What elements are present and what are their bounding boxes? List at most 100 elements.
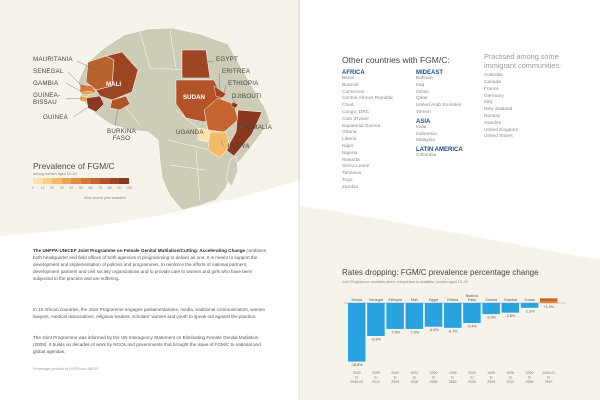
label-guinea-bissau: GUINEA- BISSAU <box>33 92 61 106</box>
bar-year-label: to <box>547 375 550 379</box>
bar-category-label: Mali <box>411 298 418 302</box>
legend-tick-label: 100 <box>126 186 132 190</box>
bar-category-label: Kenya <box>352 298 363 302</box>
latin-america-heading: LATIN AMERICA <box>416 147 463 154</box>
intro-paragraph-2: In 15 African countries, the Joint Progr… <box>33 307 266 319</box>
bar-year-label: 2008-09 <box>350 380 363 384</box>
country-list-item: Burundi <box>342 82 359 88</box>
bar-category-label: Mauritania <box>540 298 558 302</box>
country-list-item: Italy <box>484 100 493 106</box>
bar-year-label: 2010 <box>372 380 380 384</box>
country-list-item: India <box>416 124 427 130</box>
label-mali: MALI <box>106 81 122 88</box>
left-page: MAURITANIA SENEGAL GAMBIA GUINEA- BISSAU… <box>0 0 300 400</box>
bar-year-label: 1995 <box>449 371 457 375</box>
country-list-item: Benin <box>342 76 355 81</box>
country-list-item: Germany <box>484 93 504 99</box>
country-list-item: United States <box>484 134 513 140</box>
africa-heading: AFRICA <box>342 70 365 76</box>
legend-swatch <box>119 178 129 184</box>
bar-year-label: to <box>509 375 512 379</box>
intro-paragraph-1: The UNFPA-UNICEF Joint Programme on Fema… <box>33 248 269 283</box>
bar-year-label: 2005 <box>372 371 380 375</box>
bar-egypt <box>424 303 443 327</box>
bar-category-label: Guinea <box>485 298 498 302</box>
right-page: Other countries with FGM/C: AFRICA Benin… <box>300 0 600 400</box>
page-background-curve <box>0 180 300 400</box>
country-list-item: United Arab Emirates <box>416 103 462 109</box>
asia-heading: ASIA <box>416 118 431 125</box>
bar-year-label: to <box>374 375 377 379</box>
legend-swatch <box>80 178 91 184</box>
country-list-item: Canada <box>484 79 501 85</box>
country-list-item: Togo <box>342 177 353 183</box>
bar-year-label: 2007 <box>545 380 553 384</box>
legend-subtitle: among women aged 15–49 <box>33 172 77 176</box>
country-list-item: Colombia <box>416 153 437 159</box>
legend-tick-label: 60 <box>88 186 93 190</box>
legend-swatch <box>100 178 110 184</box>
label-ethiopia: ETHIOPIA <box>228 80 259 87</box>
legend-tick-label: 10 <box>40 186 45 190</box>
country-list-item: Sweden <box>484 120 502 126</box>
africa-items: Benin Burundi Cameroon Central African Repu… <box>342 76 422 192</box>
legend-color-scale <box>33 178 129 184</box>
bar-year-label: 2006 <box>526 380 534 384</box>
bar-kenya <box>348 303 366 362</box>
bar-year-label: to <box>394 375 397 379</box>
country-list-item: Yemen <box>416 109 431 115</box>
bar-year-label: 2001 <box>410 371 418 375</box>
immigrant-items: Australia Canada France Germany Italy New Zea… <box>484 73 584 141</box>
bar-category-label: Faso <box>468 298 476 302</box>
bar-year-label: to <box>355 375 358 379</box>
country-list-item: Norway <box>484 113 501 119</box>
bar-value-label: -2.6% <box>506 314 516 318</box>
bar-mali <box>405 303 424 329</box>
country-list-item: Cote d'Ivoire <box>342 116 369 122</box>
country-list-item: New Zealand <box>484 107 513 113</box>
legend-swatch <box>33 178 43 184</box>
country-list-item: Sierra Leone <box>342 164 370 170</box>
intro-paragraph-3: The Joint Programme was informed by the … <box>33 335 261 354</box>
country-list-item: Nigeria <box>342 150 358 156</box>
country-list-item: Australia <box>484 73 503 79</box>
immigrant-heading: Practised among some immigrant communiti… <box>484 52 562 70</box>
bar-category-label: Burkina <box>466 294 479 298</box>
label-gambia: GAMBIA <box>33 80 59 87</box>
bar-value-label: -6.4% <box>429 328 439 332</box>
country-list-item: Central African Republic <box>342 96 394 102</box>
bar-ethiopia <box>386 303 404 329</box>
bar-year-label: 2005 <box>391 380 399 384</box>
country-list-item: Congo, DRC <box>342 109 370 115</box>
djibouti-shape <box>231 101 239 109</box>
bar-year-label: 2000 <box>430 371 438 375</box>
bar-guinea <box>482 303 500 315</box>
mideast-items: Bahrain Iraq Oman Qatar United Arab Emirates… <box>416 76 488 117</box>
legend-title: Prevalence of FGM/C <box>33 161 115 171</box>
country-list-item: United Kingdom <box>484 127 519 133</box>
label-eritrea: ERITREA <box>222 68 251 75</box>
bar-year-label: 2000 <box>526 371 534 375</box>
bar-year-label: 2005 <box>506 371 514 375</box>
legend-swatch <box>52 178 62 184</box>
bar-value-label: -7.0% <box>390 330 400 334</box>
bar-value-label: +1.3% <box>543 305 554 309</box>
legend-tick-label: 0 <box>32 186 34 190</box>
burkina-faso-shape <box>109 95 131 111</box>
guinea-bissau-shape <box>79 95 89 103</box>
chart-subtitle: Joint Programme countries where comparis… <box>342 280 468 284</box>
legend-tick-label: 30 <box>59 186 64 190</box>
bar-sudan <box>520 303 539 308</box>
guinea-shape <box>85 95 105 113</box>
bar-year-label: to <box>413 375 416 379</box>
label-senegal: SENEGAL <box>33 68 64 75</box>
bar-year-label: to <box>451 375 454 379</box>
bar-value-label: -3.0% <box>486 316 496 320</box>
bar-year-label: 2008 <box>430 380 438 384</box>
bar-category-label: Eritrea <box>447 298 459 302</box>
country-list-item: Indonesia <box>416 131 437 137</box>
country-list-item: Malaysia <box>416 138 435 144</box>
label-djibouti: DJIBOUTI <box>232 93 262 100</box>
other-countries-heading: Other countries with FGM/C: <box>342 55 450 65</box>
africa-list: AFRICA Benin Burundi Cameroon Central Afric… <box>342 70 422 192</box>
